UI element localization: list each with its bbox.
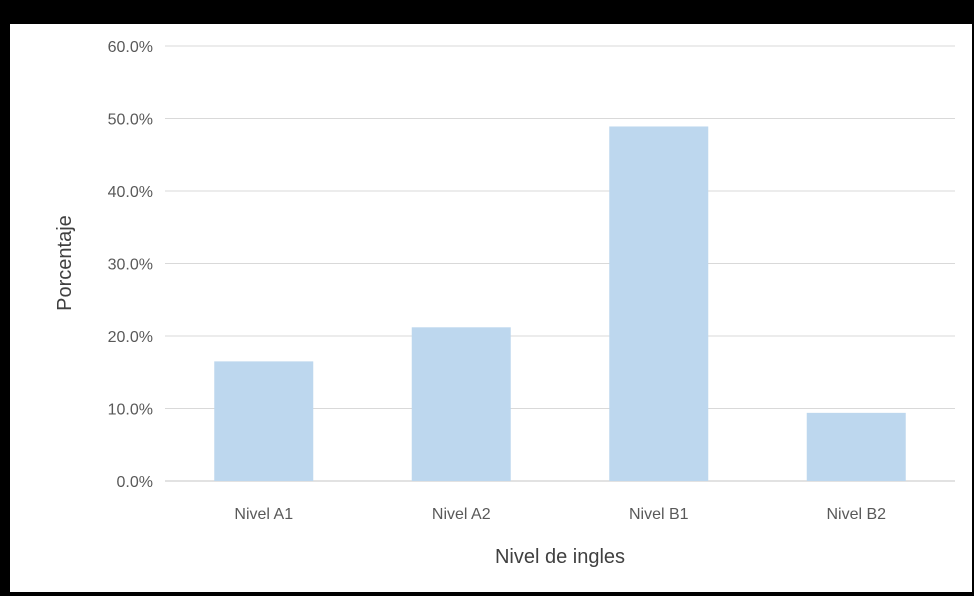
x-tick-label: Nivel B2	[826, 506, 886, 523]
x-tick-label: Nivel A2	[432, 506, 491, 523]
x-tick-label: Nivel B1	[629, 506, 689, 523]
bar	[806, 412, 906, 481]
bars	[214, 126, 906, 481]
y-tick-label: 50.0%	[108, 112, 153, 129]
y-tick-label: 60.0%	[108, 39, 153, 56]
x-tick-label: Nivel A1	[234, 506, 293, 523]
bar	[609, 126, 709, 481]
bar	[411, 327, 511, 481]
x-axis-ticks: Nivel A1 Nivel A2 Nivel B1 Nivel B2	[234, 506, 886, 523]
y-axis-title: Porcentaje	[54, 215, 76, 311]
y-tick-label: 10.0%	[108, 402, 153, 419]
y-tick-label: 0.0%	[117, 474, 153, 491]
y-tick-label: 30.0%	[108, 257, 153, 274]
bar	[214, 361, 314, 481]
y-tick-label: 20.0%	[108, 329, 153, 346]
y-tick-label: 40.0%	[108, 184, 153, 201]
x-axis-title: Nivel de ingles	[495, 546, 625, 568]
y-axis-ticks: 0.0% 10.0% 20.0% 30.0% 40.0% 50.0% 60.0%	[108, 39, 153, 491]
